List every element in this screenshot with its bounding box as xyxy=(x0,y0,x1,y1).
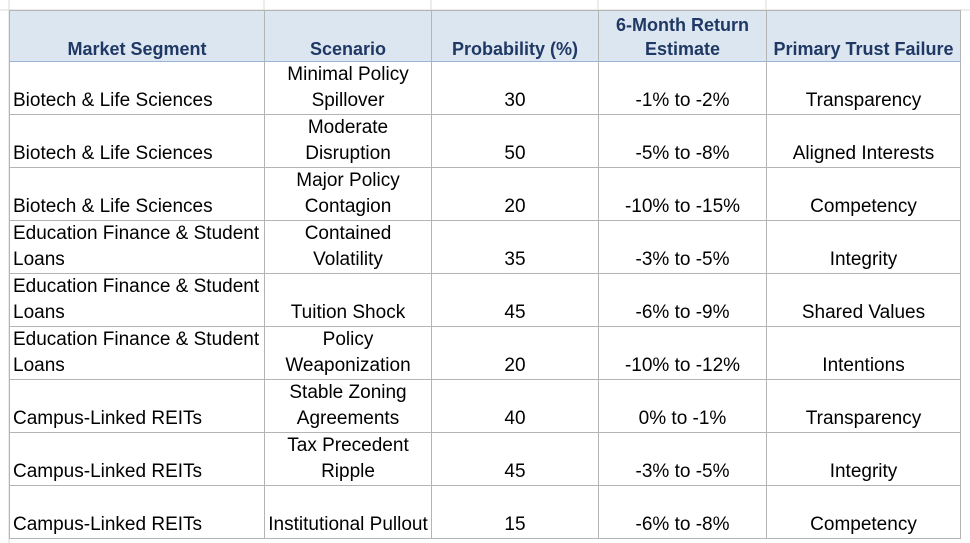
cell-market-segment[interactable]: Campus-Linked REITs xyxy=(9,379,265,433)
cell-probability[interactable]: 20 xyxy=(431,326,599,380)
cell-probability[interactable]: 15 xyxy=(431,485,599,539)
cell-scenario[interactable]: Stable Zoning Agreements xyxy=(264,379,432,433)
cell-market-segment[interactable]: Education Finance & Student Loans xyxy=(9,326,265,380)
cell-trust-failure[interactable]: Transparency xyxy=(766,379,961,433)
cell-scenario[interactable]: Moderate Disruption xyxy=(264,114,432,168)
table-row: Education Finance & Student Loans Policy … xyxy=(9,326,961,380)
cell-scenario[interactable]: Contained Volatility xyxy=(264,220,432,274)
cell-return-estimate[interactable]: 0% to -1% xyxy=(598,379,767,433)
cell-probability[interactable]: 50 xyxy=(431,114,599,168)
header-trust-failure[interactable]: Primary Trust Failure xyxy=(766,10,961,62)
table-body: Biotech & Life Sciences Minimal Policy Sp… xyxy=(9,61,961,539)
cell-trust-failure[interactable]: Integrity xyxy=(766,220,961,274)
table-row: Campus-Linked REITs Institutional Pullout… xyxy=(9,485,961,539)
table-row: Biotech & Life Sciences Moderate Disrupti… xyxy=(9,114,961,168)
cell-probability[interactable]: 40 xyxy=(431,379,599,433)
table-row: Campus-Linked REITs Tax Precedent Ripple 4… xyxy=(9,432,961,486)
scenario-table: Market Segment Scenario Probability (%) … xyxy=(9,10,961,539)
cell-return-estimate[interactable]: -10% to -15% xyxy=(598,167,767,221)
cell-trust-failure[interactable]: Competency xyxy=(766,167,961,221)
cell-trust-failure[interactable]: Shared Values xyxy=(766,273,961,327)
cell-trust-failure[interactable]: Aligned Interests xyxy=(766,114,961,168)
header-row: Market Segment Scenario Probability (%) … xyxy=(9,10,961,62)
cell-scenario[interactable]: Major Policy Contagion xyxy=(264,167,432,221)
cell-scenario[interactable]: Institutional Pullout xyxy=(264,485,432,539)
cell-return-estimate[interactable]: -10% to -12% xyxy=(598,326,767,380)
cell-probability[interactable]: 35 xyxy=(431,220,599,274)
cell-return-estimate[interactable]: -3% to -5% xyxy=(598,432,767,486)
table-row: Education Finance & Student Loans Tuition… xyxy=(9,273,961,327)
table-row: Biotech & Life Sciences Major Policy Cont… xyxy=(9,167,961,221)
cell-trust-failure[interactable]: Transparency xyxy=(766,61,961,115)
cell-market-segment[interactable]: Campus-Linked REITs xyxy=(9,432,265,486)
cell-scenario[interactable]: Minimal Policy Spillover xyxy=(264,61,432,115)
cell-return-estimate[interactable]: -6% to -9% xyxy=(598,273,767,327)
cell-return-estimate[interactable]: -3% to -5% xyxy=(598,220,767,274)
cell-trust-failure[interactable]: Integrity xyxy=(766,432,961,486)
cell-probability[interactable]: 20 xyxy=(431,167,599,221)
table-row: Campus-Linked REITs Stable Zoning Agreeme… xyxy=(9,379,961,433)
cell-probability[interactable]: 45 xyxy=(431,273,599,327)
cell-scenario[interactable]: Policy Weaponization xyxy=(264,326,432,380)
cell-market-segment[interactable]: Biotech & Life Sciences xyxy=(9,61,265,115)
cell-market-segment[interactable]: Biotech & Life Sciences xyxy=(9,114,265,168)
cell-probability[interactable]: 45 xyxy=(431,432,599,486)
header-return-estimate[interactable]: 6-Month Return Estimate xyxy=(598,10,767,62)
cell-trust-failure[interactable]: Intentions xyxy=(766,326,961,380)
table-row: Biotech & Life Sciences Minimal Policy Sp… xyxy=(9,61,961,115)
cell-market-segment[interactable]: Campus-Linked REITs xyxy=(9,485,265,539)
table-row: Education Finance & Student Loans Contain… xyxy=(9,220,961,274)
cell-scenario[interactable]: Tax Precedent Ripple xyxy=(264,432,432,486)
cell-trust-failure[interactable]: Competency xyxy=(766,485,961,539)
cell-return-estimate[interactable]: -1% to -2% xyxy=(598,61,767,115)
cell-market-segment[interactable]: Education Finance & Student Loans xyxy=(9,273,265,327)
header-scenario[interactable]: Scenario xyxy=(264,10,432,62)
cell-scenario[interactable]: Tuition Shock xyxy=(264,273,432,327)
header-probability[interactable]: Probability (%) xyxy=(431,10,599,62)
cell-return-estimate[interactable]: -5% to -8% xyxy=(598,114,767,168)
header-market-segment[interactable]: Market Segment xyxy=(9,10,265,62)
cell-market-segment[interactable]: Biotech & Life Sciences xyxy=(9,167,265,221)
cell-probability[interactable]: 30 xyxy=(431,61,599,115)
cell-return-estimate[interactable]: -6% to -8% xyxy=(598,485,767,539)
cell-market-segment[interactable]: Education Finance & Student Loans xyxy=(9,220,265,274)
